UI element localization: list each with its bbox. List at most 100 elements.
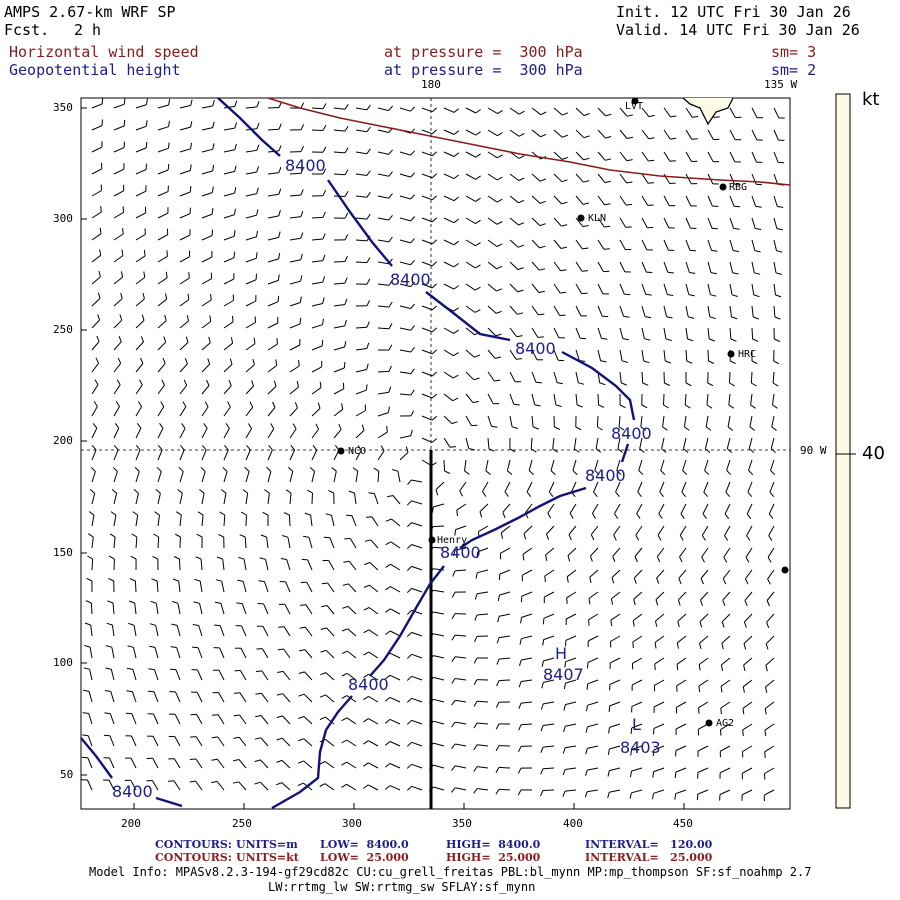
wind-barb: [201, 363, 211, 373]
wind-barb: [179, 234, 191, 241]
wind-barb-flag: [202, 444, 207, 451]
wind-barb: [506, 459, 511, 471]
wind-barb: [751, 283, 755, 295]
wind-barb-flag: [224, 444, 229, 451]
wind-barb-flag: [453, 108, 460, 113]
wind-barb: [566, 569, 577, 578]
wind-barb-flag: [123, 119, 126, 126]
wind-barb: [773, 107, 780, 119]
wind-barb-flag: [557, 382, 563, 385]
wind-barb-flag: [566, 597, 568, 604]
wind-barb-flag: [385, 630, 391, 636]
wind-barb-flag: [632, 620, 635, 627]
wind-barb-flag: [278, 166, 282, 173]
wind-barb-flag: [181, 423, 186, 429]
wind-barb: [502, 503, 511, 513]
wind-barb: [421, 195, 433, 201]
wind-barb: [245, 343, 256, 351]
wind-barb: [200, 558, 203, 571]
wind-barb: [637, 481, 643, 493]
wind-barb-flag: [86, 577, 93, 582]
wind-barb-flag: [210, 293, 212, 301]
wind-barb-flag: [319, 783, 326, 787]
wind-barb-flag: [754, 272, 761, 275]
wind-barb: [421, 173, 433, 179]
wind-barb-flag: [645, 316, 652, 319]
wind-barb: [411, 741, 423, 747]
wind-barb-flag: [94, 379, 99, 386]
wind-barb: [680, 503, 687, 515]
wind-barb: [729, 327, 732, 340]
wind-barb-flag: [515, 358, 523, 360]
wind-barb-flag: [431, 173, 438, 179]
wind-barb: [355, 195, 367, 198]
wind-barb-flag: [451, 613, 456, 620]
wind-barb: [421, 217, 433, 223]
wind-barb: [91, 190, 102, 197]
wind-barb: [411, 565, 423, 571]
wind-barb-flag: [517, 267, 524, 271]
wind-barb-flag: [453, 240, 460, 246]
wind-barb-flag: [92, 422, 98, 429]
wind-barb-flag: [453, 262, 459, 268]
wind-barb-flag: [431, 195, 438, 201]
wind-barb-flag: [410, 106, 416, 112]
wind-barb-flag: [640, 426, 647, 431]
wind-barb-flag: [249, 401, 254, 408]
wind-barb: [346, 695, 357, 703]
wind-barb-flag: [560, 269, 567, 272]
wind-barb-flag: [275, 359, 278, 366]
wind-barb: [347, 606, 357, 615]
wind-barb-flag: [145, 120, 148, 127]
wind-barb-flag: [258, 580, 265, 583]
wind-barb-flag: [518, 681, 522, 688]
wind-barb: [520, 723, 533, 726]
wind-barb-flag: [473, 701, 478, 707]
wind-barb: [196, 691, 203, 703]
wind-barb: [135, 298, 145, 307]
wind-barb-flag: [689, 249, 696, 252]
wind-barb: [267, 107, 280, 109]
wind-barb: [765, 657, 775, 666]
wind-barb: [443, 415, 453, 424]
wind-barb: [245, 214, 257, 219]
wind-barb-flag: [162, 357, 166, 364]
wind-barb: [631, 789, 643, 794]
wind-barb-flag: [753, 294, 760, 298]
wind-barb: [108, 779, 115, 791]
wind-barb-flag: [344, 255, 348, 262]
wind-barb-flag: [542, 639, 545, 646]
wind-barb: [675, 745, 687, 751]
wind-barb-flag: [678, 578, 682, 585]
wind-barb-flag: [509, 448, 516, 453]
wind-barb: [368, 740, 379, 747]
wind-barb: [531, 283, 540, 293]
high-marker: H: [555, 644, 568, 663]
wind-barb: [153, 713, 159, 725]
wind-barb: [611, 591, 621, 600]
wind-barb: [305, 604, 313, 615]
wind-barb: [157, 384, 165, 395]
wind-barb: [764, 701, 775, 709]
wind-barb: [411, 479, 423, 483]
wind-barb-flag: [561, 201, 568, 205]
wind-barb-flag: [160, 401, 165, 407]
wind-barb: [455, 525, 467, 531]
wind-barb: [773, 283, 776, 295]
wind-barb: [267, 471, 272, 483]
wind-barb: [325, 716, 335, 725]
wind-barb-flag: [563, 683, 566, 690]
wind-barb: [266, 537, 269, 549]
wind-barb-flag: [452, 374, 459, 379]
wind-barb-flag: [322, 297, 325, 304]
wind-barb: [531, 129, 541, 138]
wind-barb: [411, 587, 423, 593]
wind-barb: [333, 304, 345, 307]
wind-barb-flag: [236, 602, 243, 605]
wind-barb-flag: [624, 293, 631, 296]
wind-barb-flag: [344, 104, 349, 110]
wind-barb: [199, 581, 203, 593]
wind-barb: [509, 371, 516, 383]
wind-barb-flag: [156, 466, 162, 472]
wind-barb: [355, 217, 367, 220]
